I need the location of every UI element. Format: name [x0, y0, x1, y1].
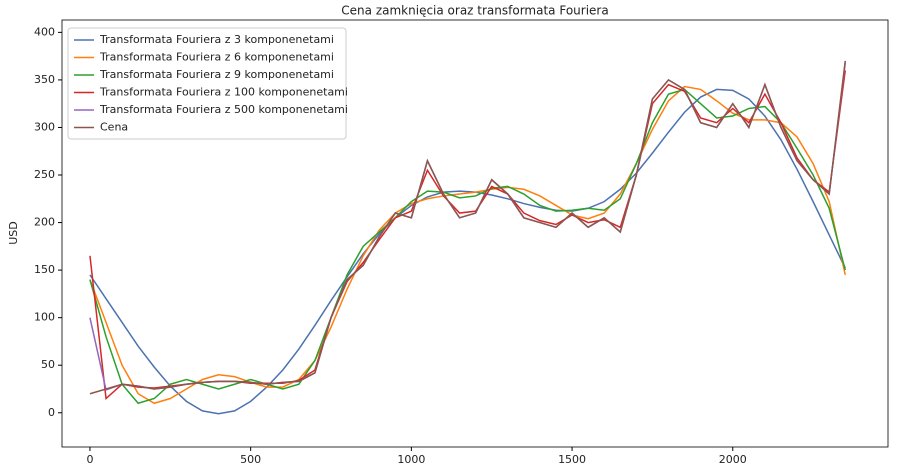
series-line — [89, 88, 846, 415]
legend-label: Cena — [100, 121, 128, 134]
y-tick-label: 300 — [34, 120, 55, 133]
y-tick-label: 350 — [34, 73, 55, 86]
y-tick-label: 400 — [34, 25, 55, 38]
legend-label: Transformata Fouriera z 9 komponenetami — [99, 68, 334, 81]
legend-label: Transformata Fouriera z 6 komponenetami — [99, 51, 334, 64]
y-tick-label: 50 — [41, 358, 55, 371]
y-tick-label: 150 — [34, 263, 55, 276]
x-tick-label: 2000 — [719, 453, 747, 466]
y-tick-label: 0 — [48, 406, 55, 419]
y-axis-label: USD — [7, 221, 20, 245]
x-tick-label: 500 — [240, 453, 261, 466]
series-line — [89, 60, 846, 395]
legend-label: Transformata Fouriera z 500 komponenetam… — [99, 103, 348, 116]
chart-title: Cena zamknięcia oraz transformata Fourie… — [341, 4, 608, 18]
legend-box — [67, 27, 347, 140]
legend-label: Transformata Fouriera z 100 komponenetam… — [99, 86, 348, 99]
series-line — [89, 85, 846, 405]
y-tick-label: 200 — [34, 216, 55, 229]
y-tick-label: 100 — [34, 311, 55, 324]
y-tick-label: 250 — [34, 168, 55, 181]
series-line — [89, 88, 846, 405]
x-tick-label: 1000 — [397, 453, 425, 466]
x-tick-label: 0 — [86, 453, 93, 466]
x-tick-label: 1500 — [558, 453, 586, 466]
plot-frame — [61, 19, 889, 448]
legend-label: Transformata Fouriera z 3 komponenetami — [99, 33, 334, 46]
